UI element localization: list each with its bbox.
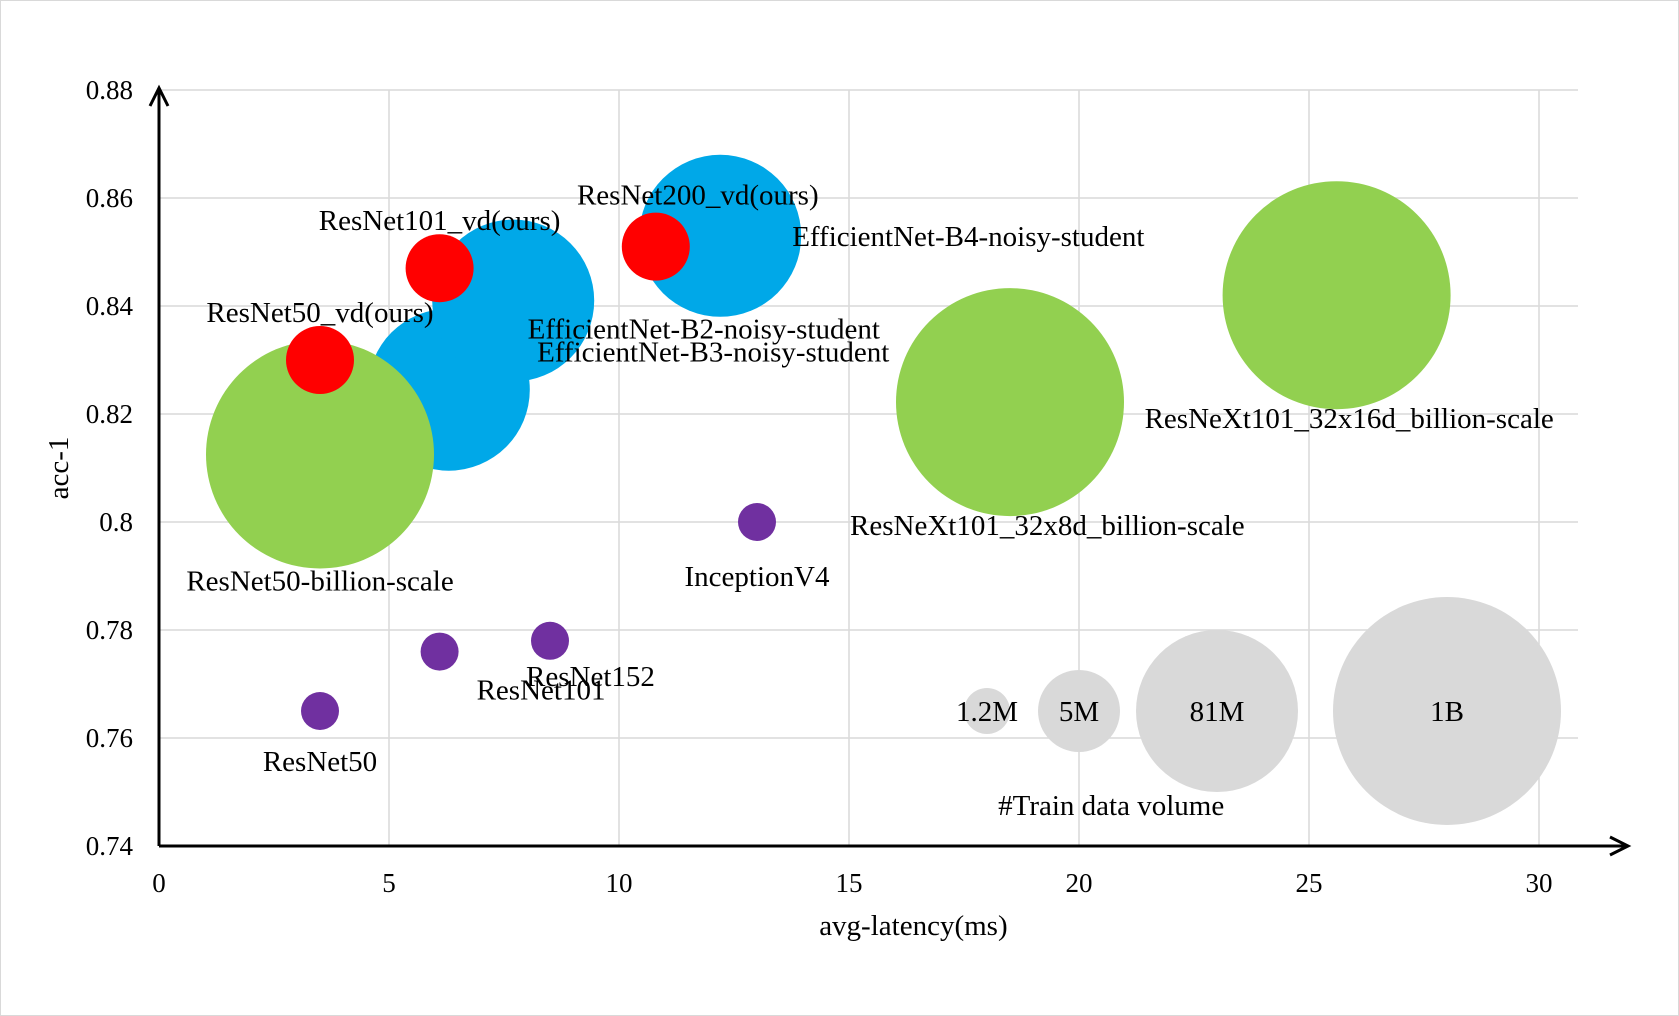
legend-bubble xyxy=(964,688,1010,734)
bubble-resnet50-billion-scale xyxy=(206,340,434,569)
y-tick-label: 0.84 xyxy=(86,291,134,321)
legend-label: 5M xyxy=(1059,696,1099,728)
x-axis-arrow xyxy=(1609,835,1632,857)
data-label: EfficientNet-B2-noisy-student xyxy=(528,314,880,346)
legend-bubble xyxy=(1333,597,1561,825)
bubble-resnet101-vd-ours xyxy=(405,234,474,303)
axes xyxy=(148,84,1632,857)
legend-bubble xyxy=(1038,670,1120,752)
data-label: ResNet200_vd(ours) xyxy=(577,180,819,212)
x-tick-label: 15 xyxy=(836,868,863,898)
data-label: EfficientNet-B3-noisy-student xyxy=(537,337,889,369)
data-label: ResNet152 xyxy=(526,661,655,693)
bubble-efficientnet-b4-noisy-student xyxy=(639,154,802,317)
bubble-resnet101 xyxy=(420,632,459,671)
y-axis-title: acc-1 xyxy=(43,437,75,500)
bubble-resnet50-vd-ours xyxy=(286,326,354,394)
x-tick-label: 20 xyxy=(1066,868,1093,898)
bubbles xyxy=(206,154,1451,730)
x-tick-label: 25 xyxy=(1296,868,1323,898)
x-tick-label: 5 xyxy=(382,868,396,898)
data-label: ResNet50-billion-scale xyxy=(186,566,453,598)
x-tick-label: 10 xyxy=(606,868,633,898)
legend-label: 1.2M xyxy=(956,696,1018,728)
bubble-resnet50 xyxy=(301,692,339,730)
data-label: ResNeXt101_32x8d_billion-scale xyxy=(850,510,1245,542)
bubble-resnext101-32x16d-billion-scale xyxy=(1222,181,1451,410)
y-tick-label: 0.78 xyxy=(86,615,133,645)
y-tick-label: 0.74 xyxy=(86,831,134,861)
data-label: ResNet50_vd(ours) xyxy=(206,297,433,329)
bubble-resnet200-vd-ours xyxy=(621,212,690,281)
tick-labels: 0.74 0.76 0.78 0.8 0.82 0.84 0.86 0.88 0 5 10 15 20 2… xyxy=(86,75,1553,898)
x-tick-label: 30 xyxy=(1526,868,1553,898)
y-tick-label: 0.88 xyxy=(86,75,133,105)
data-label: ResNet50 xyxy=(263,746,377,778)
data-label: ResNet101 xyxy=(477,675,606,707)
legend: 1.2M 5M 81M 1B #Train data volume xyxy=(956,597,1561,825)
bubble-resnext101-32x8d-billion-scale xyxy=(896,288,1124,517)
data-label: ResNeXt101_32x16d_billion-scale xyxy=(1145,403,1554,435)
y-tick-label: 0.8 xyxy=(99,507,133,537)
legend-label: 81M xyxy=(1190,696,1245,728)
data-label: InceptionV4 xyxy=(685,561,830,593)
legend-label: 1B xyxy=(1430,696,1464,728)
y-axis-arrow xyxy=(148,84,170,107)
data-labels: EfficientNet-B2-noisy-studentEfficientNe… xyxy=(186,180,1553,778)
data-label: EfficientNet-B4-noisy-student xyxy=(792,221,1144,253)
bubble-efficientnet-b3-noisy-student xyxy=(432,219,595,382)
legend-title: #Train data volume xyxy=(998,790,1224,822)
legend-bubble xyxy=(1136,630,1298,792)
x-axis-title: avg-latency(ms) xyxy=(819,910,1007,942)
data-label: ResNet101_vd(ours) xyxy=(319,205,561,237)
bubble-inceptionv4 xyxy=(738,503,776,541)
bubble-resnet152 xyxy=(531,621,569,660)
y-tick-label: 0.86 xyxy=(86,183,133,213)
y-tick-label: 0.82 xyxy=(86,399,133,429)
x-tick-label: 0 xyxy=(152,868,166,898)
y-tick-label: 0.76 xyxy=(86,723,133,753)
